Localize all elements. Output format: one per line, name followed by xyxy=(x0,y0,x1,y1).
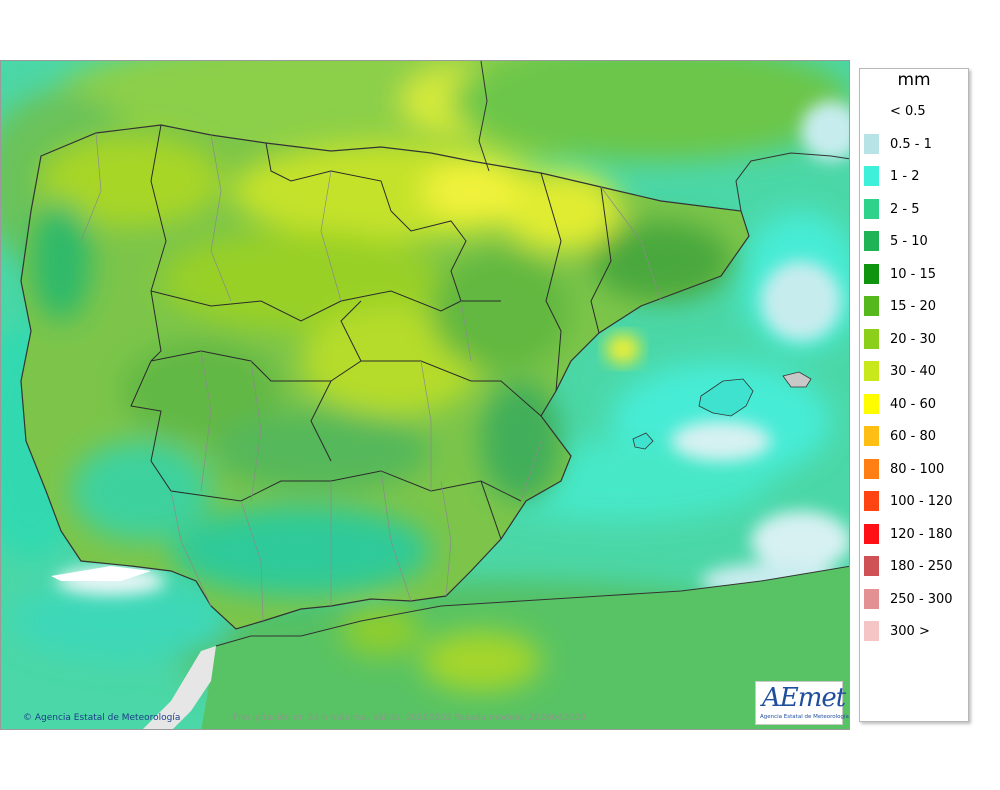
legend-swatch xyxy=(864,621,879,641)
aemet-logo: AEmet Agencia Estatal de Meteorología xyxy=(755,681,849,725)
precipitation-legend: mm < 0.5 0.5 - 1 1 - 2 2 - 5 5 - 10 10 - 15 15… xyxy=(859,68,969,722)
legend-label: 2 - 5 xyxy=(890,201,920,217)
france-coast xyxy=(478,61,849,212)
legend-item: 2 - 5 xyxy=(864,198,968,219)
mallorca-island xyxy=(698,378,754,417)
legend-item: 15 - 20 xyxy=(864,296,968,316)
legend-swatch xyxy=(864,263,879,284)
legend-item: 100 - 120 xyxy=(864,491,968,511)
legend-label: 20 - 30 xyxy=(890,331,937,347)
land-precip-patches xyxy=(31,136,731,691)
legend-swatch xyxy=(864,133,879,154)
legend-swatch xyxy=(864,426,879,446)
legend-item: 30 - 40 xyxy=(864,361,968,381)
legend-swatch xyxy=(864,393,879,414)
legend-item: < 0.5 xyxy=(864,101,968,121)
legend-label: 300 > xyxy=(890,624,930,639)
legend-swatch xyxy=(864,166,879,186)
legend-item: 80 - 100 xyxy=(864,458,968,479)
legend-label: 100 - 120 xyxy=(890,494,953,509)
legend-swatch xyxy=(864,556,879,576)
precipitation-field xyxy=(1,61,849,729)
province-borders xyxy=(80,132,662,622)
legend-swatch xyxy=(864,588,879,609)
unshaded-land xyxy=(143,646,216,729)
legend-swatch xyxy=(864,231,879,251)
aemet-logo-word: AEmet xyxy=(762,683,846,713)
legend-label: 0.5 - 1 xyxy=(890,136,932,152)
precip-hotspot xyxy=(605,333,641,365)
map-caption: Precipitación en 24 h máxima. Válido: 20… xyxy=(233,713,586,723)
copyright-text: Agencia Estatal de Meteorología xyxy=(34,713,181,723)
legend-item: 1 - 2 xyxy=(864,166,968,186)
unshaded-land-white xyxy=(51,566,151,581)
legend-unit: mm xyxy=(897,70,931,90)
legend-label: 120 - 180 xyxy=(890,526,953,542)
copyright-notice: © Agencia Estatal de Meteorología xyxy=(23,713,180,723)
legend-item: 60 - 80 xyxy=(864,426,968,446)
legend-label: 40 - 60 xyxy=(890,396,937,412)
legend-item: 180 - 250 xyxy=(864,556,968,576)
legend-label: 80 - 100 xyxy=(890,461,945,477)
ibiza-island xyxy=(632,432,654,450)
legend-swatch xyxy=(864,361,879,381)
legend-item: 0.5 - 1 xyxy=(864,133,968,154)
legend-label: 1 - 2 xyxy=(890,169,920,184)
legend-label: 180 - 250 xyxy=(890,559,953,574)
legend-swatch xyxy=(864,458,879,479)
precipitation-map: © Agencia Estatal de Meteorología Precip… xyxy=(0,60,850,730)
legend-item: 10 - 15 xyxy=(864,263,968,284)
legend-label: 250 - 300 xyxy=(890,591,953,607)
legend-item: 300 > xyxy=(864,621,968,641)
legend-item: 120 - 180 xyxy=(864,523,968,544)
legend-swatch xyxy=(864,328,879,349)
legend-swatch xyxy=(864,296,879,316)
aemet-logo-subtitle: Agencia Estatal de Meteorología xyxy=(760,714,849,720)
legend-item: 40 - 60 xyxy=(864,393,968,414)
region-borders xyxy=(130,124,612,540)
legend-label: 30 - 40 xyxy=(890,364,937,379)
legend-swatch xyxy=(864,523,879,544)
peninsula-coastline xyxy=(20,124,750,630)
legend-label: 60 - 80 xyxy=(890,429,937,444)
legend-item: 20 - 30 xyxy=(864,328,968,349)
legend-item: 5 - 10 xyxy=(864,231,968,251)
legend-label: 10 - 15 xyxy=(890,266,937,282)
legend-label: < 0.5 xyxy=(890,104,926,119)
legend-swatch xyxy=(864,491,879,511)
copyright-icon: © xyxy=(23,713,32,723)
legend-label: 5 - 10 xyxy=(890,234,928,249)
legend-label: 15 - 20 xyxy=(890,299,937,314)
legend-swatch xyxy=(864,198,879,219)
legend-swatch xyxy=(864,101,879,121)
menorca-island xyxy=(782,371,812,388)
legend-item: 250 - 300 xyxy=(864,588,968,609)
africa-coastline xyxy=(215,565,849,647)
